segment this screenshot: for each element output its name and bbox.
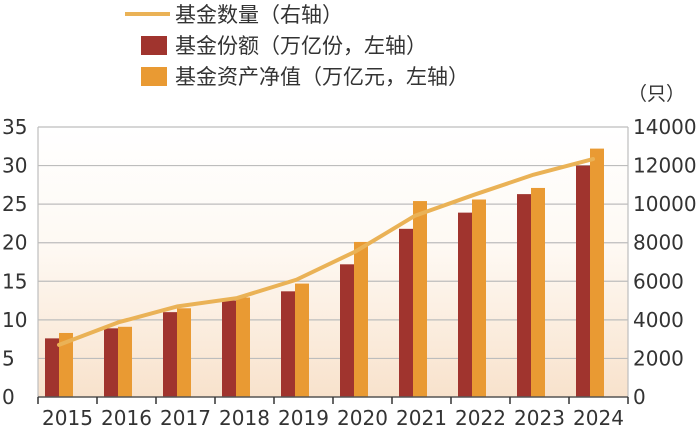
- bar-fund-nav: [177, 308, 191, 397]
- bar-fund-shares: [222, 301, 236, 397]
- right-tick-label: 2000: [633, 346, 684, 370]
- left-tick-label: 20: [2, 231, 27, 255]
- bar-fund-nav: [354, 242, 368, 397]
- bar-fund-shares: [281, 291, 295, 397]
- left-tick-label: 10: [2, 308, 27, 332]
- x-tick-label: 2016: [101, 406, 152, 430]
- bar-fund-nav: [236, 297, 250, 397]
- right-tick-label: 4000: [633, 308, 684, 332]
- bar-fund-nav: [118, 327, 132, 397]
- x-tick-label: 2022: [455, 406, 506, 430]
- bar-fund-nav: [295, 284, 309, 397]
- x-tick-label: 2023: [514, 406, 565, 430]
- legend-swatch-nav: [141, 67, 167, 86]
- x-tick-label: 2019: [278, 406, 329, 430]
- bar-fund-shares: [576, 166, 590, 397]
- left-tick-label: 0: [2, 385, 15, 409]
- bar-fund-shares: [163, 312, 177, 397]
- right-tick-label: 6000: [633, 269, 684, 293]
- bar-fund-shares: [104, 328, 118, 397]
- left-tick-label: 5: [2, 346, 15, 370]
- right-axis-unit: （只）: [628, 83, 685, 105]
- right-tick-label: 14000: [633, 115, 697, 139]
- left-tick-label: 25: [2, 192, 27, 216]
- bar-fund-shares: [517, 194, 531, 397]
- legend-label-nav: 基金资产净值（万亿元，左轴）: [175, 65, 469, 89]
- bar-fund-nav: [590, 149, 604, 397]
- bar-fund-shares: [399, 229, 413, 397]
- bar-fund-shares: [45, 338, 59, 397]
- bar-fund-shares: [458, 213, 472, 397]
- x-tick-label: 2015: [42, 406, 93, 430]
- x-tick-label: 2018: [219, 406, 270, 430]
- left-tick-label: 35: [2, 115, 27, 139]
- x-tick-label: 2020: [337, 406, 388, 430]
- x-tick-label: 2017: [160, 406, 211, 430]
- left-tick-label: 30: [2, 154, 27, 178]
- x-tick-label: 2021: [396, 406, 447, 430]
- right-tick-label: 8000: [633, 231, 684, 255]
- legend-label-count: 基金数量（右轴）: [175, 3, 343, 27]
- legend: 基金数量（右轴） 基金份额（万亿份，左轴） 基金资产净值（万亿元，左轴）: [125, 3, 469, 89]
- bar-fund-nav: [413, 201, 427, 397]
- bar-fund-shares: [340, 264, 354, 397]
- right-tick-label: 12000: [633, 154, 697, 178]
- bar-fund-nav: [472, 200, 486, 397]
- legend-swatch-shares: [141, 36, 167, 55]
- right-tick-label: 0: [633, 385, 646, 409]
- bar-fund-nav: [531, 188, 545, 397]
- right-tick-label: 10000: [633, 192, 697, 216]
- left-tick-label: 15: [2, 269, 27, 293]
- legend-label-shares: 基金份额（万亿份，左轴）: [175, 34, 427, 58]
- x-tick-label: 2024: [573, 406, 624, 430]
